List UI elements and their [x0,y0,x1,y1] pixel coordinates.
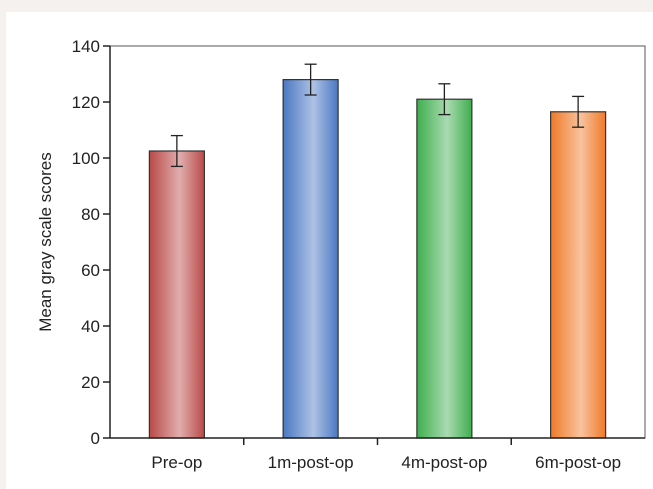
bar-6m-post-op [550,111,607,439]
y-tick-label: 80 [81,205,100,224]
chart-frame: 0 20 40 60 80 100 120 140 Pre-op 1m-post-op 4m-po… [6,12,653,489]
x-tick-label: 6m-post-op [535,453,621,472]
x-tick-label: 4m-post-op [401,453,487,472]
y-tick-label: 140 [72,37,100,56]
y-tick-label: 100 [72,149,100,168]
bars-group [148,78,607,439]
y-ticks-group: 0 20 40 60 80 100 120 140 [72,37,110,448]
x-ticks-group: Pre-op 1m-post-op 4m-post-op 6m-post-op [151,438,621,472]
x-tick-label: 1m-post-op [268,453,354,472]
error-bars-group [170,63,585,168]
y-tick-label: 20 [81,373,100,392]
y-axis-title: Mean gray scale scores [36,152,55,332]
bar-chart: 0 20 40 60 80 100 120 140 Pre-op 1m-post-op 4m-po… [36,37,646,472]
bar-4m-post-op [416,98,473,439]
bar-pre-op [148,150,205,439]
y-tick-label: 60 [81,261,100,280]
bar-1m-post-op [282,78,339,439]
x-tick-label: Pre-op [151,453,202,472]
y-tick-label: 120 [72,93,100,112]
y-tick-label: 0 [91,429,100,448]
y-tick-label: 40 [81,317,100,336]
